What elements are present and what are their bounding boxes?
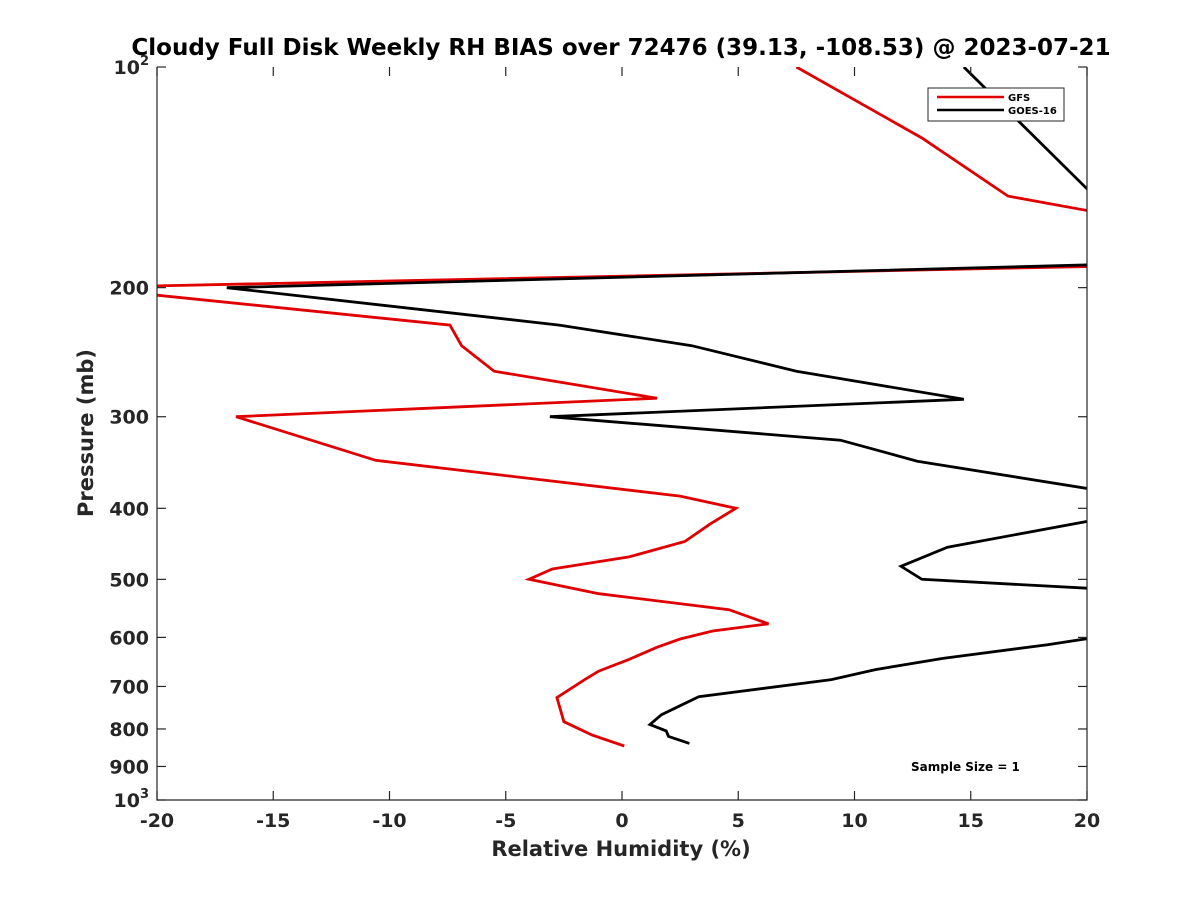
x-tick-label: -10: [372, 810, 406, 832]
sample-size-annotation: Sample Size = 1: [911, 760, 1020, 774]
series-layer: [157, 67, 1087, 748]
y-axis-label: Pressure (mb): [74, 349, 98, 517]
x-tick-label: 5: [732, 810, 745, 832]
x-tick-label: 20: [1074, 810, 1100, 832]
legend-label-gfs: GFS: [1008, 93, 1030, 104]
y-tick-label: 800: [109, 719, 149, 741]
x-tick-label: -20: [140, 810, 174, 832]
x-tick-label: -15: [256, 810, 290, 832]
plot-area: [157, 67, 1087, 800]
y-tick-label: 900: [109, 756, 149, 778]
series-line-gfs: [157, 67, 1087, 748]
legend: GFS GOES-16: [927, 87, 1065, 122]
x-tick-label: -5: [495, 810, 516, 832]
y-tick-label: 400: [109, 498, 149, 520]
legend-box: [927, 87, 1065, 122]
y-tick-label: 200: [109, 278, 149, 300]
legend-label-goes16: GOES-16: [1008, 106, 1057, 117]
x-tick-label: 15: [958, 810, 984, 832]
x-axis-label: Relative Humidity (%): [491, 837, 750, 861]
y-tick-label: 700: [109, 676, 149, 698]
x-tick-label: 0: [615, 810, 628, 832]
y-tick-label: 600: [109, 627, 149, 649]
x-tick-label: 10: [841, 810, 867, 832]
y-tick-label: 500: [109, 569, 149, 591]
tick-layer: -20 -15 -10 -5 0 5 10 15 20 102 200 300 400 500 600 700…: [109, 54, 1100, 832]
y-tick-label: 103: [114, 787, 150, 812]
y-tick-label: 300: [109, 407, 149, 429]
series-line-goes16: [226, 67, 1087, 745]
y-tick-label: 102: [114, 54, 150, 79]
chart-title: Cloudy Full Disk Weekly RH BIAS over 724…: [131, 35, 1110, 61]
